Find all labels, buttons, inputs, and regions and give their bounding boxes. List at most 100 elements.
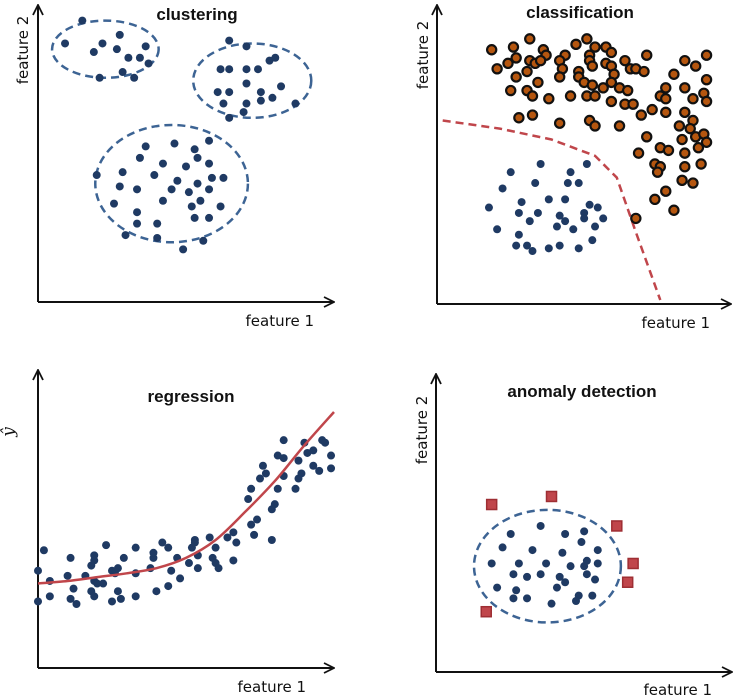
data-point: [229, 556, 238, 565]
data-point: [561, 195, 570, 204]
data-point-class-b: [673, 120, 686, 132]
data-point: [118, 168, 127, 177]
data-point: [267, 536, 276, 544]
data-point: [591, 575, 600, 584]
data-point: [577, 538, 586, 547]
data-point: [487, 559, 496, 568]
data-point: [170, 139, 179, 148]
data-point: [566, 168, 575, 177]
data-point-class-b: [513, 112, 525, 124]
data-point: [514, 208, 523, 217]
data-point: [193, 564, 202, 573]
data-point-class-b: [526, 109, 539, 121]
data-point: [593, 546, 602, 555]
data-point: [566, 562, 575, 571]
data-point: [544, 244, 553, 253]
data-point: [498, 184, 507, 193]
data-point: [133, 208, 142, 217]
data-point-class-b: [502, 57, 514, 70]
data-point-class-b: [668, 68, 680, 80]
data-point: [574, 179, 583, 188]
data-point-class-b: [507, 41, 520, 53]
data-point-class-b: [679, 106, 691, 119]
data-point-class-b: [524, 33, 536, 45]
data-point: [294, 456, 303, 465]
data-point: [242, 65, 251, 74]
data-point-class-b: [687, 177, 699, 189]
data-point-class-b: [619, 54, 631, 67]
data-point: [552, 583, 561, 592]
data-point: [509, 594, 518, 603]
data-point-class-b: [510, 71, 522, 83]
data-point: [164, 543, 173, 552]
data-point: [512, 241, 521, 250]
data-point: [164, 582, 173, 591]
plot-marks: [472, 490, 639, 624]
data-point: [173, 176, 182, 185]
plot-marks: [50, 16, 313, 254]
data-point: [327, 464, 336, 473]
data-point: [270, 500, 279, 509]
data-point: [517, 198, 526, 207]
data-point: [216, 65, 225, 74]
data-point-class-b: [700, 95, 713, 108]
x-axis-label: feature 1: [238, 678, 306, 696]
data-point-class-b: [605, 95, 618, 108]
y-axis-label: ŷ: [0, 427, 19, 438]
data-point: [309, 446, 318, 455]
anomaly-point: [621, 576, 634, 588]
data-point: [121, 231, 130, 240]
data-point: [256, 88, 265, 97]
data-point: [193, 153, 202, 162]
anomaly-detection-panel: anomaly detection feature 1 feature 2: [413, 374, 732, 698]
data-point-class-b: [676, 174, 688, 187]
data-point: [205, 159, 214, 168]
clustering-panel: clustering feature 1 feature 2: [14, 5, 334, 330]
y-axis-label: feature 2: [14, 16, 32, 84]
data-point: [112, 45, 121, 54]
data-point: [95, 73, 104, 82]
data-point: [184, 559, 193, 568]
data-point: [244, 495, 253, 504]
data-point: [239, 108, 248, 117]
data-point: [536, 160, 545, 168]
data-point: [182, 162, 190, 171]
classification-panel: classification feature 1 feature 2: [414, 3, 731, 332]
data-point: [327, 451, 336, 460]
data-point: [115, 30, 124, 39]
data-point: [92, 171, 101, 180]
data-point: [225, 88, 234, 97]
data-point: [493, 225, 502, 234]
data-point-class-b: [589, 90, 601, 102]
data-point-class-b: [660, 106, 672, 119]
data-point: [256, 474, 264, 483]
x-axis-label: feature 1: [246, 312, 314, 330]
data-point: [66, 553, 75, 562]
data-point-class-b: [532, 76, 544, 89]
data-point: [572, 597, 580, 605]
data-point: [561, 578, 570, 587]
data-point-class-b: [679, 161, 691, 173]
data-point: [291, 484, 300, 493]
data-point: [279, 454, 288, 463]
data-point: [514, 230, 523, 239]
data-point-class-b: [668, 204, 680, 216]
data-point: [498, 543, 507, 552]
data-point: [261, 469, 270, 478]
data-point-class-b: [660, 185, 672, 197]
data-point: [69, 584, 78, 593]
data-point: [484, 203, 493, 212]
data-point: [98, 39, 107, 48]
data-point-class-b: [485, 44, 498, 56]
data-point: [133, 219, 142, 228]
anomaly-point: [485, 498, 498, 511]
data-point: [223, 533, 232, 542]
data-point: [523, 594, 532, 603]
anomaly-point: [545, 490, 558, 503]
data-point: [34, 566, 42, 575]
data-point-class-b: [491, 63, 503, 75]
data-point: [569, 225, 578, 234]
data-point: [141, 42, 150, 51]
data-point: [523, 241, 532, 250]
